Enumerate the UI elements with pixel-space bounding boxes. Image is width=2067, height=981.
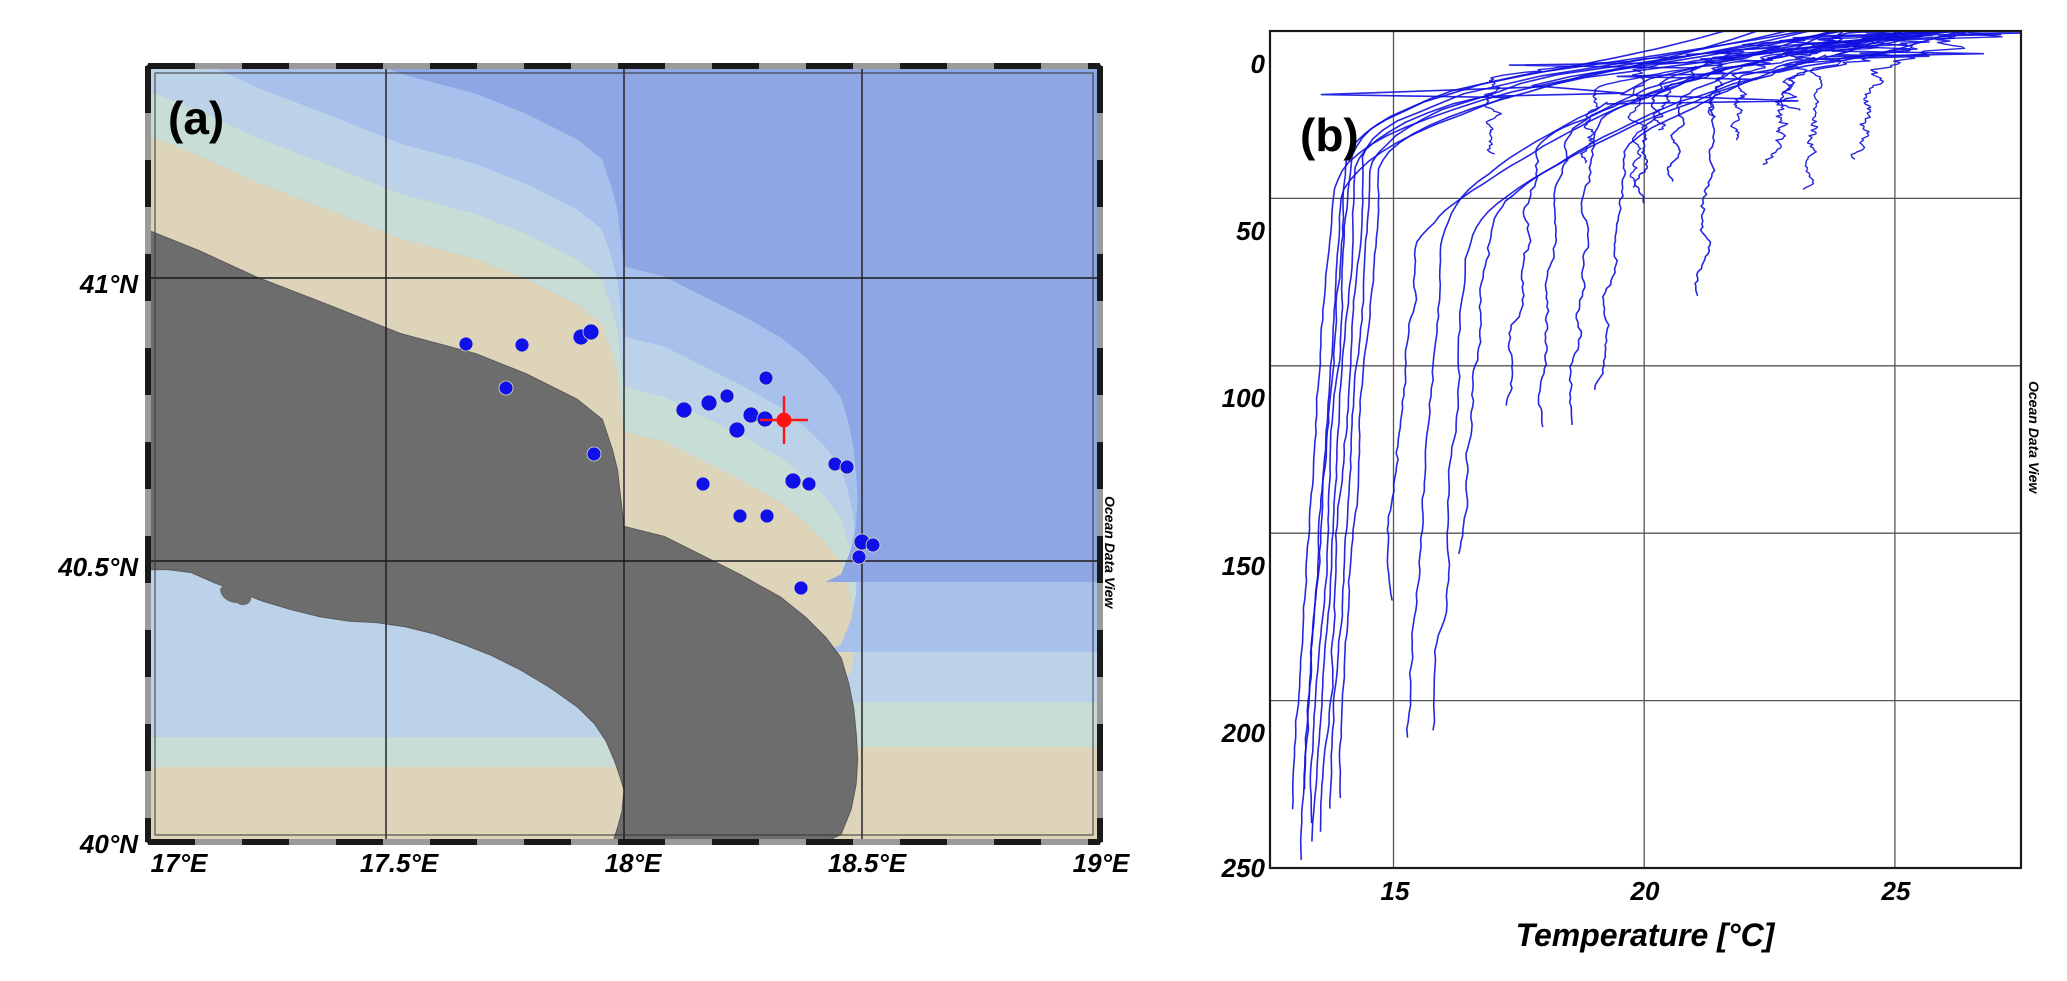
svg-text:(a): (a) xyxy=(168,92,224,144)
svg-text:(b): (b) xyxy=(1300,109,1359,161)
